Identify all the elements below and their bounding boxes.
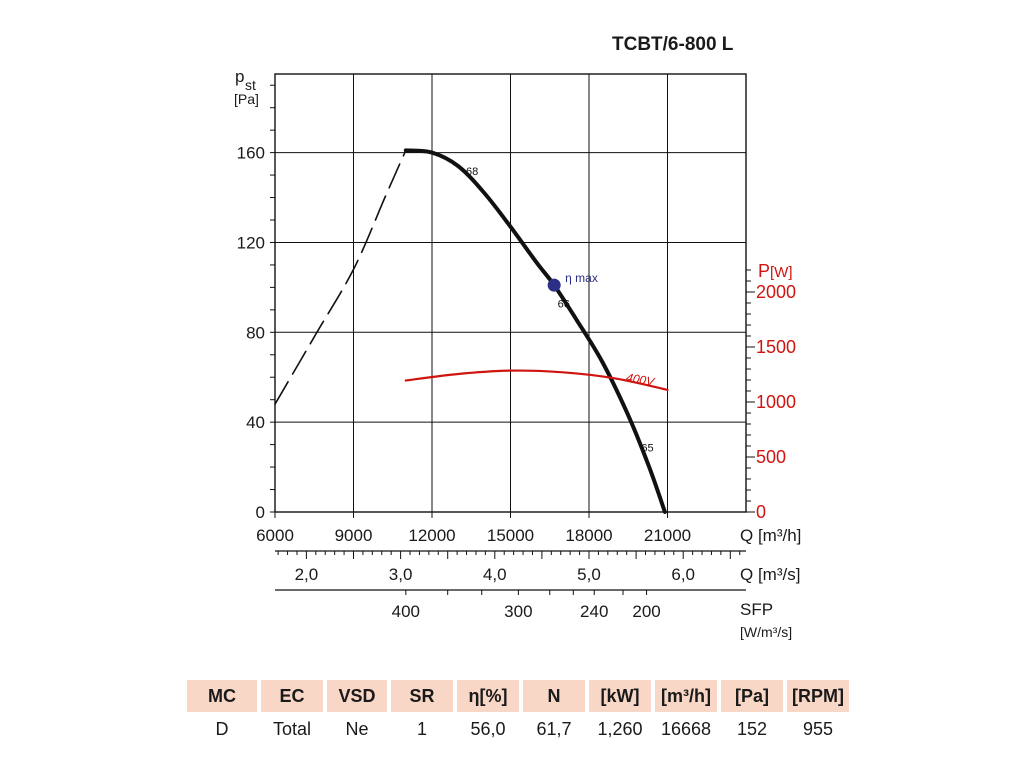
x-tick-label: 12000	[408, 526, 455, 545]
series-pressure-line	[403, 148, 667, 514]
chart-title: TCBT/6-800 L	[612, 34, 734, 55]
value-pa: 152	[736, 718, 768, 739]
y-left-tick-label: 0	[256, 503, 265, 522]
y-left-tick-label: 120	[237, 233, 265, 252]
curve-400v-label: 400V	[625, 370, 656, 389]
header-eta: η[%]	[457, 680, 519, 712]
sfp-tick-label: 240	[580, 602, 608, 621]
y-right-tick-label: 1500	[756, 337, 796, 357]
efficiency-label-65: 65	[641, 442, 653, 454]
header-flow: [m³/h]	[655, 680, 717, 712]
x-secondary-label: Q [m³/s]	[740, 565, 800, 584]
y-right-unit: [W]	[770, 264, 793, 281]
value-rpm: 955	[802, 718, 834, 739]
efficiency-label-66: 66	[558, 299, 570, 311]
y-right-tick-label: 0	[756, 502, 766, 522]
spec-table-header-row: MC EC VSD SR η[%] N [kW] [m³/h] [Pa] [RP…	[187, 680, 849, 712]
annotation-layer: η max 68 66 65 400V	[466, 166, 656, 454]
grid-lines	[275, 74, 746, 512]
y-left-tick-labels: 0 40 80 120 160	[237, 144, 265, 522]
y-left-unit: [Pa]	[234, 91, 259, 107]
x-tick-label: 18000	[565, 526, 612, 545]
header-kw: [kW]	[589, 680, 651, 712]
eta-max-label: η max	[565, 271, 598, 285]
y-right-tick-labels: 0 500 1000 1500 2000	[756, 282, 796, 522]
y-right-label: P	[758, 261, 770, 281]
x-secondary-tick-label: 3,0	[389, 565, 413, 584]
sfp-axis: 400 300 240 200	[275, 589, 746, 621]
x-tick-label: 6000	[256, 526, 294, 545]
eta-max-marker	[547, 278, 561, 292]
value-vsd: Ne	[345, 718, 369, 739]
y-left-tick-label: 80	[246, 323, 265, 342]
header-sr: SR	[391, 680, 453, 712]
x-secondary-axis: 2,0 3,0 4,0 5,0 6,0	[275, 550, 746, 584]
y-right-tick-label: 500	[756, 447, 786, 467]
header-rpm: [RPM]	[787, 680, 849, 712]
x-tick-label: 15000	[487, 526, 534, 545]
sfp-unit: [W/m³/s]	[740, 624, 792, 640]
y-left-tick-label: 40	[246, 413, 265, 432]
value-kw: 1,260	[597, 718, 643, 739]
value-sr: 1	[416, 718, 427, 739]
minor-ticks	[270, 84, 755, 518]
value-n: 61,7	[536, 718, 572, 739]
fan-performance-chart: 0 40 80 120 160 0 500 1000 1500 2000 6000 9000 120…	[234, 67, 801, 640]
series-pressure-stall-line	[274, 149, 407, 405]
sfp-tick-label: 400	[392, 602, 420, 621]
header-ec: EC	[261, 680, 323, 712]
y-right-tick-label: 1000	[756, 392, 796, 412]
value-eta: 56,0	[470, 718, 506, 739]
value-flow: 16668	[660, 718, 712, 739]
spec-table-value-row: D Total Ne 1 56,0 61,7 1,260 16668 152 9…	[187, 712, 849, 746]
value-mc: D	[215, 718, 229, 739]
x-tick-label: 9000	[335, 526, 373, 545]
y-right-tick-label: 2000	[756, 282, 796, 302]
sfp-tick-label: 300	[504, 602, 532, 621]
x-secondary-tick-label: 2,0	[295, 565, 319, 584]
header-n: N	[523, 680, 585, 712]
x-secondary-tick-label: 6,0	[671, 565, 695, 584]
sfp-label: SFP	[740, 600, 773, 619]
efficiency-label-68: 68	[466, 166, 478, 178]
y-left-label: p	[235, 67, 244, 86]
x-tick-label: 21000	[644, 526, 691, 545]
x-secondary-tick-label: 4,0	[483, 565, 507, 584]
value-ec: Total	[272, 718, 312, 739]
x-primary-tick-labels: 6000 9000 12000 15000 18000 21000	[256, 526, 691, 545]
y-left-tick-label: 160	[237, 144, 265, 163]
sfp-tick-label: 200	[632, 602, 660, 621]
spec-table: MC EC VSD SR η[%] N [kW] [m³/h] [Pa] [RP…	[183, 680, 853, 746]
x-secondary-tick-label: 5,0	[577, 565, 601, 584]
header-pa: [Pa]	[721, 680, 783, 712]
header-mc: MC	[187, 680, 257, 712]
y-left-label-sub: st	[245, 77, 256, 93]
header-vsd: VSD	[327, 680, 387, 712]
series-400V-line	[404, 369, 669, 391]
x-primary-label: Q [m³/h]	[740, 526, 801, 545]
series-layer	[274, 148, 669, 514]
